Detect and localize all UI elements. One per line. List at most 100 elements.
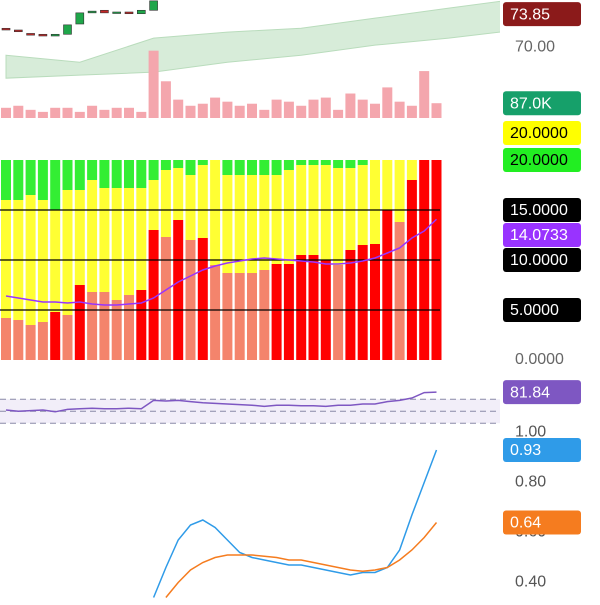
value-label-box [503,510,581,535]
volume-label-box [503,91,581,116]
candle-body [75,12,85,25]
candle-body [112,11,121,14]
bar-segment [13,160,24,200]
bar-segment [136,188,147,290]
volume-bar [197,103,208,118]
candle-body [50,33,60,37]
volume-bar [111,107,122,118]
bar-segment [259,270,270,360]
bar-segment [99,188,110,292]
bar-segment [345,168,356,250]
volume-bar [370,103,380,118]
bar-segment [333,160,344,168]
volume-bar [99,109,110,118]
bar-segment [111,160,122,188]
volume-bar [222,101,233,118]
bar-segment [247,273,257,360]
bar-segment [333,168,344,265]
y-tick-label: 70.00 [515,38,555,55]
bar-segment [222,175,233,273]
candle-body [87,10,97,14]
value-label-box [503,148,581,172]
line [5,218,438,306]
bar-segment [62,315,73,360]
bar-segment [111,300,122,360]
bar-segment [271,160,282,175]
bar-segment [124,160,134,188]
volume-bar [259,109,270,118]
bar-segment [111,188,122,300]
bar-segment [222,273,233,360]
bar-segment [74,160,85,190]
volume-bar [357,99,368,118]
y-tick-label-box [503,298,581,322]
volume-bar [160,81,171,118]
bar-segment [37,200,48,322]
bar-segment [271,264,282,360]
volume-bar [1,107,11,118]
volume-bar [124,107,134,118]
bar-segment [406,160,417,180]
bar-segment [50,210,61,312]
candle-body [26,33,35,36]
volume-bar [271,99,282,118]
volume-bar [74,111,85,118]
bar-segment [357,165,368,245]
bar-segment [185,175,196,240]
volume-bar [382,87,393,118]
last-price-box [503,2,581,27]
value-label-box [503,380,581,405]
candle-body [38,33,48,37]
bar-segment [259,175,270,270]
bar-segment [185,240,196,360]
bar-segment [234,175,245,273]
volume-bar [136,111,147,118]
bar-segment [345,160,356,168]
bar-segment [1,200,11,318]
candle-body [100,9,109,14]
bar-segment [1,318,11,360]
volume-bar [13,105,24,118]
volume-bar [50,107,61,118]
bar-segment [173,220,184,360]
bar-segment [197,160,208,165]
volume-bar [320,97,331,118]
value-label-box [503,121,581,145]
value-label-box [503,438,581,462]
bar-segment [50,160,61,210]
bar-segment [87,292,98,360]
y-tick-label: 0.0000 [515,351,564,368]
bar-segment [136,160,147,188]
bar-segment [271,175,282,264]
bar-segment [296,255,307,360]
value-label: 20.0000 [510,152,568,169]
y-tick-label: 5.0000 [510,302,559,319]
bar-segment [185,160,196,175]
y-tick-label: 1.00 [515,424,546,441]
candle-body [63,24,72,35]
bar-segment [234,273,245,360]
volume-bar [431,103,442,118]
bar-segment [160,170,171,237]
bar-segment [136,290,147,360]
bar-segment [210,160,221,265]
bar-segment [160,237,171,360]
bar-segment [37,322,48,360]
volume-bar [148,50,159,118]
line [5,391,437,413]
bar-segment [259,160,270,175]
bar-segment [247,175,257,273]
bar-segment [406,180,417,360]
bar-segment [308,255,319,360]
bar-segment [357,160,368,165]
y-tick-label-box [503,198,581,222]
bar-segment [283,264,294,360]
bar-segment [357,245,368,360]
bar-segment [222,160,233,175]
volume-bar [37,111,48,118]
volume-bar [234,105,245,118]
bar-segment [25,160,36,195]
volume-bar [62,107,73,118]
volume-bar [333,109,344,118]
